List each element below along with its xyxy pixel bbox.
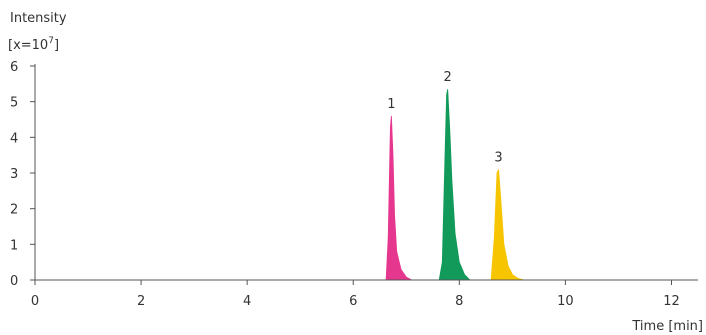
x-tick-label: 8 (455, 294, 463, 309)
y-tick-label: 0 (10, 274, 18, 289)
y-axis-label-end: ] (54, 38, 59, 53)
peaks-group (385, 89, 525, 281)
y-axis-label-exponent: 7 (48, 36, 54, 46)
x-tick-label: 2 (137, 294, 145, 309)
y-tick-label: 5 (10, 96, 18, 111)
peak-2-area (438, 89, 471, 281)
peak-3-area (490, 169, 525, 281)
y-axis-label-line1: Intensity (10, 11, 67, 26)
y-tick-label: 2 (10, 203, 18, 218)
x-axis-label: Time [min] (631, 319, 703, 334)
y-axis-ticks: 0 1 2 3 4 5 6 (10, 60, 35, 289)
peak-3-label: 3 (494, 150, 502, 165)
y-tick-label: 3 (10, 167, 18, 182)
x-axis-ticks: 0 2 4 6 8 10 12 (31, 280, 680, 309)
peak-1-label: 1 (387, 97, 395, 112)
y-axis-label-line2: [x=107] (8, 36, 59, 53)
x-tick-label: 12 (663, 294, 680, 309)
y-tick-label: 6 (10, 60, 18, 75)
y-tick-label: 1 (10, 238, 18, 253)
x-tick-label: 10 (557, 294, 574, 309)
x-tick-label: 6 (349, 294, 357, 309)
y-tick-label: 4 (10, 131, 18, 146)
y-axis-label-base: [x=10 (8, 38, 48, 53)
peak-labels-group: 1 2 3 (387, 70, 502, 165)
peak-2-label: 2 (444, 70, 452, 85)
peak-1-area (385, 115, 412, 281)
x-tick-label: 4 (243, 294, 251, 309)
x-tick-label: 0 (31, 294, 39, 309)
